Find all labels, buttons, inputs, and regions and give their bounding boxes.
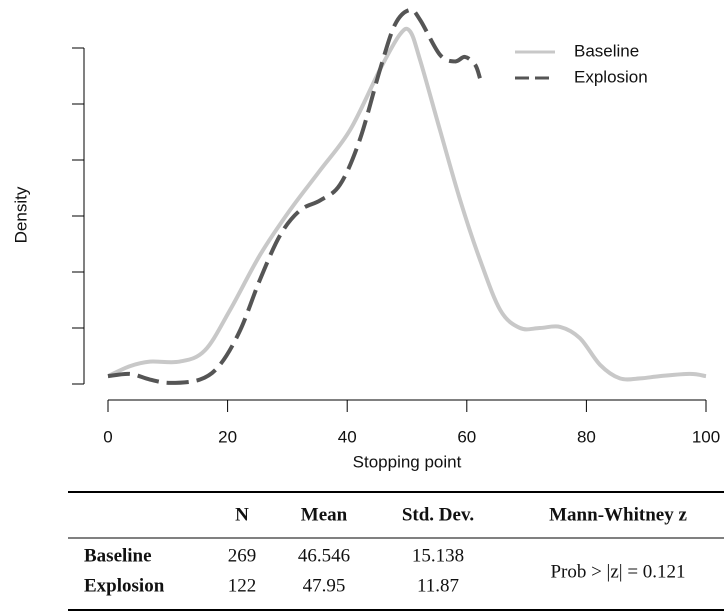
cell: 47.95	[303, 575, 346, 596]
x-tick-label: 100	[692, 427, 720, 446]
test-result: Prob > |z| = 0.121	[550, 561, 685, 582]
column-header: Mann-Whitney z	[549, 504, 687, 525]
cell: 269	[228, 545, 257, 566]
row-label: Explosion	[84, 575, 165, 596]
legend-label: Explosion	[574, 67, 648, 86]
legend-label: Baseline	[574, 41, 639, 60]
cell: 46.546	[298, 545, 350, 566]
column-header: Mean	[301, 504, 348, 525]
cell: 15.138	[412, 545, 464, 566]
summary-table: N Mean Std. Dev. Mann-Whitney z Baseline…	[68, 491, 724, 611]
row-label: Baseline	[84, 545, 152, 566]
cell: 11.87	[417, 575, 459, 596]
x-tick-label: 20	[218, 427, 237, 446]
column-header: N	[235, 504, 249, 525]
density-line	[107, 26, 707, 382]
cell: 122	[228, 575, 257, 596]
x-tick-label: 80	[577, 427, 596, 446]
x-tick-label: 40	[338, 427, 357, 446]
x-tick-label: 60	[457, 427, 476, 446]
density-line	[107, 7, 482, 385]
y-axis-label: Density	[11, 186, 30, 243]
column-header: Std. Dev.	[402, 504, 474, 525]
x-tick-label: 0	[103, 427, 112, 446]
x-axis-label: Stopping point	[353, 452, 462, 471]
